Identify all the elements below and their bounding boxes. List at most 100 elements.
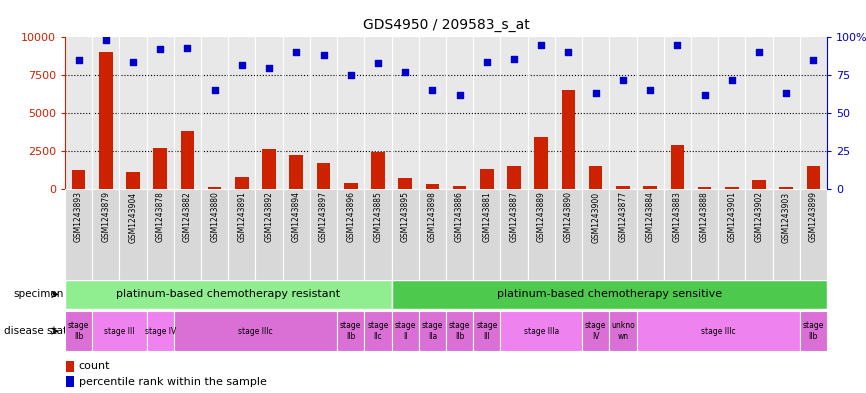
Text: GSM1243904: GSM1243904 — [128, 191, 138, 242]
Point — [262, 64, 276, 71]
Bar — [337, 189, 365, 280]
Point — [561, 49, 575, 55]
Text: GSM1243889: GSM1243889 — [537, 191, 546, 242]
Bar — [146, 189, 174, 280]
Text: stage
IIb: stage IIb — [449, 321, 470, 341]
Text: GSM1243895: GSM1243895 — [401, 191, 410, 242]
Bar — [453, 185, 467, 189]
Point — [317, 52, 331, 59]
Text: GSM1243900: GSM1243900 — [591, 191, 600, 242]
Bar — [527, 189, 555, 280]
Point — [453, 92, 467, 98]
Point — [480, 59, 494, 65]
Bar — [208, 187, 222, 189]
Bar — [66, 376, 74, 387]
Bar — [800, 189, 827, 280]
Text: GSM1243890: GSM1243890 — [564, 191, 573, 242]
Bar — [555, 189, 582, 280]
Point — [126, 59, 140, 65]
Bar — [534, 137, 548, 189]
Point — [779, 90, 793, 96]
Point — [398, 69, 412, 75]
Text: GSM1243901: GSM1243901 — [727, 191, 736, 242]
Text: GSM1243885: GSM1243885 — [373, 191, 383, 242]
Point — [153, 46, 167, 53]
Point — [589, 90, 603, 96]
Bar — [92, 189, 120, 280]
Point — [344, 72, 358, 78]
Text: platinum-based chemotherapy sensitive: platinum-based chemotherapy sensitive — [497, 289, 722, 299]
Text: stage IV: stage IV — [145, 327, 176, 336]
Bar — [181, 131, 194, 189]
Bar — [262, 149, 276, 189]
Text: disease state: disease state — [4, 326, 74, 336]
Bar — [718, 189, 746, 280]
Text: GSM1243880: GSM1243880 — [210, 191, 219, 242]
Bar — [507, 166, 520, 189]
Bar — [120, 189, 146, 280]
Text: GSM1243882: GSM1243882 — [183, 191, 192, 242]
Point — [698, 92, 712, 98]
Bar — [398, 178, 412, 189]
Text: GSM1243881: GSM1243881 — [482, 191, 491, 242]
Point — [235, 61, 249, 68]
Bar — [153, 148, 167, 189]
Bar — [92, 311, 146, 351]
Text: GSM1243879: GSM1243879 — [101, 191, 110, 242]
Bar — [365, 189, 391, 280]
Bar — [610, 189, 637, 280]
Text: stage IIIa: stage IIIa — [524, 327, 559, 336]
Text: stage
IIc: stage IIc — [367, 321, 389, 341]
Bar — [663, 189, 691, 280]
Point — [725, 77, 739, 83]
Bar — [317, 163, 330, 189]
Text: GSM1243891: GSM1243891 — [237, 191, 246, 242]
Bar — [670, 145, 684, 189]
Text: GDS4950 / 209583_s_at: GDS4950 / 209583_s_at — [363, 18, 529, 32]
Bar — [725, 187, 739, 189]
Point — [534, 42, 548, 48]
Bar — [65, 280, 391, 309]
Bar — [582, 311, 610, 351]
Bar — [643, 186, 657, 189]
Text: specimen: specimen — [14, 289, 64, 299]
Text: GSM1243877: GSM1243877 — [618, 191, 627, 242]
Bar — [65, 311, 92, 351]
Bar — [480, 169, 494, 189]
Point — [752, 49, 766, 55]
Bar — [66, 361, 74, 372]
Bar — [501, 311, 582, 351]
Bar — [99, 52, 113, 189]
Bar — [562, 90, 575, 189]
Bar — [126, 172, 139, 189]
Text: GSM1243903: GSM1243903 — [782, 191, 791, 242]
Bar — [616, 185, 630, 189]
Text: stage
III: stage III — [476, 321, 497, 341]
Bar — [201, 189, 229, 280]
Bar — [365, 311, 391, 351]
Bar — [310, 189, 337, 280]
Bar — [753, 180, 766, 189]
Bar — [779, 187, 793, 189]
Bar — [419, 311, 446, 351]
Text: GSM1243892: GSM1243892 — [265, 191, 274, 242]
Text: GSM1243894: GSM1243894 — [292, 191, 301, 242]
Point — [371, 60, 385, 66]
Text: stage
IIa: stage IIa — [422, 321, 443, 341]
Bar — [698, 187, 711, 189]
Bar — [229, 189, 255, 280]
Bar — [419, 189, 446, 280]
Bar — [446, 311, 473, 351]
Text: GSM1243886: GSM1243886 — [456, 191, 464, 242]
Point — [208, 87, 222, 94]
Text: percentile rank within the sample: percentile rank within the sample — [79, 377, 267, 387]
Point — [507, 55, 521, 62]
Text: stage IIIc: stage IIIc — [238, 327, 273, 336]
Point — [72, 57, 86, 63]
Text: stage IIIc: stage IIIc — [701, 327, 735, 336]
Bar — [589, 166, 603, 189]
Point — [643, 87, 657, 94]
Bar — [637, 311, 800, 351]
Text: platinum-based chemotherapy resistant: platinum-based chemotherapy resistant — [116, 289, 340, 299]
Point — [180, 45, 194, 51]
